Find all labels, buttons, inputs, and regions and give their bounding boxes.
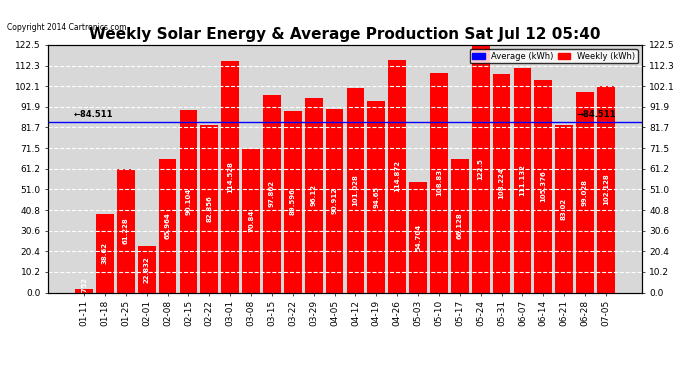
Text: 70.84: 70.84 [248,210,254,232]
Text: 90.104: 90.104 [186,188,192,215]
Bar [472,45,489,292]
Bar [284,111,302,292]
Bar [368,101,385,292]
Text: →84.511: →84.511 [577,110,616,119]
Bar [159,159,177,292]
Text: 65.964: 65.964 [165,212,170,239]
Title: Weekly Solar Energy & Average Production Sat Jul 12 05:40: Weekly Solar Energy & Average Production… [89,27,601,42]
Bar [242,149,260,292]
Bar [201,125,218,292]
Text: 111.132: 111.132 [520,164,525,196]
Bar [451,159,469,292]
Text: 82.856: 82.856 [206,195,213,222]
Text: 1.752: 1.752 [81,278,87,300]
Bar [493,74,511,292]
Text: 105.376: 105.376 [540,170,546,202]
Text: 96.12: 96.12 [310,184,317,206]
Text: 90.912: 90.912 [332,187,337,214]
Text: 38.62: 38.62 [102,243,108,264]
Bar [138,246,156,292]
Bar [576,92,594,292]
Bar [513,68,531,292]
Bar [430,73,448,292]
Text: 108.83: 108.83 [436,169,442,196]
Text: 22.832: 22.832 [144,256,150,283]
Bar [388,60,406,292]
Bar [326,109,344,292]
Text: 94.65: 94.65 [373,186,380,208]
Bar [346,88,364,292]
Text: Copyright 2014 Cartronics.com: Copyright 2014 Cartronics.com [7,22,126,32]
Legend: Average (kWh), Weekly (kWh): Average (kWh), Weekly (kWh) [469,49,638,63]
Text: 122.5: 122.5 [477,158,484,180]
Bar [409,182,427,292]
Bar [96,214,114,292]
Bar [117,169,135,292]
Text: 54.704: 54.704 [415,224,421,251]
Bar [534,80,552,292]
Text: 102.128: 102.128 [603,174,609,205]
Text: 114.872: 114.872 [394,160,400,192]
Text: 99.028: 99.028 [582,179,588,206]
Bar [263,95,281,292]
Text: 97.802: 97.802 [269,180,275,207]
Bar [305,98,322,292]
Bar [75,289,93,292]
Text: 108.224: 108.224 [498,167,504,199]
Text: 114.528: 114.528 [227,161,233,193]
Bar [221,61,239,292]
Bar [555,125,573,292]
Bar [597,86,615,292]
Text: 66.128: 66.128 [457,212,463,239]
Bar [179,111,197,292]
Text: 101.028: 101.028 [353,174,358,206]
Text: 89.596: 89.596 [290,189,296,215]
Text: 61.228: 61.228 [123,217,129,244]
Text: ←84.511: ←84.511 [74,110,113,119]
Text: 83.02: 83.02 [561,198,567,220]
